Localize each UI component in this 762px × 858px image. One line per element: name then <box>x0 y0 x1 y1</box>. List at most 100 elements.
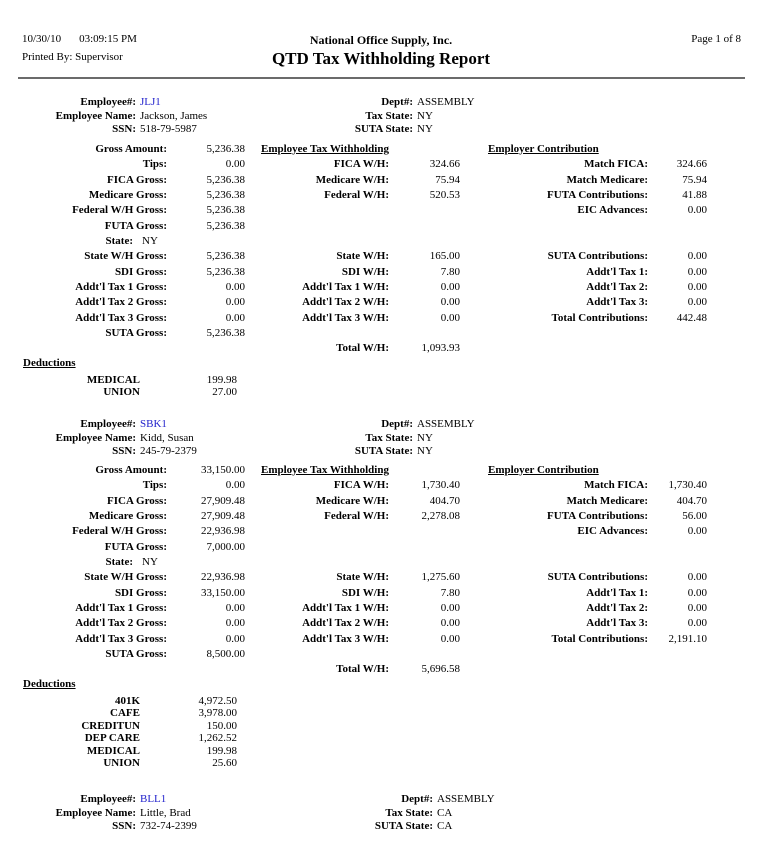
total-wh-row: Total W/H: 5,696.58 <box>261 662 460 677</box>
field-label: FICA W/H: <box>333 479 389 492</box>
field-label: Addt'l Tax 3 W/H: <box>302 632 389 645</box>
tax-state-value: NY <box>417 109 433 122</box>
field-row: Addt'l Tax 3 W/H: 0.00 <box>261 632 460 647</box>
total-contrib-row: Total Contributions: 2,191.10 <box>488 632 707 647</box>
deduction-name: UNION <box>103 386 140 399</box>
field-label: State W/H Gross: <box>84 250 167 263</box>
field-label: Federal W/H Gross: <box>72 525 167 538</box>
dept-label: Dept#: <box>381 96 413 108</box>
field-value: 0.00 <box>225 632 245 645</box>
employee-id-link[interactable]: JLJ1 <box>140 96 161 108</box>
field-row: Federal W/H: 520.53 <box>261 188 460 203</box>
field-row: FICA W/H: 1,730.40 <box>261 478 460 493</box>
total-contrib-row: Total Contributions: 442.48 <box>488 311 707 326</box>
field-label: SUTA Contributions: <box>547 250 648 263</box>
employee-id-link[interactable]: SBK1 <box>140 418 167 430</box>
field-value: 2,191.10 <box>668 632 708 645</box>
ssn-value: 245-79-2379 <box>140 445 197 458</box>
field-label: Gross Amount: <box>95 464 167 476</box>
field-row: Addt'l Tax 2 Gross: 0.00 <box>20 616 245 631</box>
field-row: Addt'l Tax 1 W/H: 0.00 <box>261 280 460 295</box>
suta-state-row: SUTA State: NY <box>250 445 433 459</box>
field-label: FICA Gross: <box>107 494 167 507</box>
deduction-name: MEDICAL <box>86 744 140 757</box>
field-value: 1,275.60 <box>421 571 461 584</box>
field-row: Addt'l Tax 2 W/H: 0.00 <box>261 616 460 631</box>
contribution-column: Employer Contribution Match FICA: 1,730.4… <box>488 463 707 647</box>
deduction-amount: 4,972.50 <box>198 695 238 707</box>
field-row: Addt'l Tax 1 W/H: 0.00 <box>261 601 460 616</box>
deduction-row: CAFE 3,978.00 <box>20 707 237 719</box>
field-label: Total Contributions: <box>551 632 648 645</box>
field-value: 56.00 <box>682 510 707 523</box>
ssn-label: SSN: <box>112 445 136 458</box>
field-row: SUTA Contributions: 0.00 <box>488 570 707 585</box>
ssn-row: SSN: 732-74-2399 <box>20 820 197 834</box>
field-label: SDI W/H: <box>341 265 389 278</box>
field-label: FUTA Contributions: <box>547 189 648 202</box>
field-row: Addt'l Tax 1: 0.00 <box>488 265 707 280</box>
field-row: Medicare W/H: 404.70 <box>261 494 460 509</box>
field-label: SDI Gross: <box>114 265 167 278</box>
field-row: Addt'l Tax 2 W/H: 0.00 <box>261 295 460 310</box>
spacer-row <box>261 234 460 249</box>
deduction-amount: 199.98 <box>206 374 237 386</box>
spacer-row <box>261 540 460 555</box>
employee-name-row: Employee Name: Little, Brad <box>20 807 191 821</box>
ssn-label: SSN: <box>112 820 136 833</box>
field-row: Medicare W/H: 75.94 <box>261 173 460 188</box>
field-label: SDI Gross: <box>114 586 167 599</box>
ssn-value: 732-74-2399 <box>140 820 197 833</box>
field-value: 0.00 <box>440 311 460 324</box>
field-label: Addt'l Tax 2 W/H: <box>302 296 389 309</box>
field-value: 165.00 <box>429 250 460 263</box>
field-row: SDI W/H: 7.80 <box>261 586 460 601</box>
field-value: 7.80 <box>440 265 460 278</box>
employee-id-link[interactable]: BLL1 <box>140 793 167 805</box>
tax-state-row: Tax State: NY <box>250 431 432 446</box>
field-value: 0.00 <box>687 296 707 309</box>
gross-column: Gross Amount: 33,150.00 Tips: 0.00 FICA Gr… <box>20 463 245 662</box>
field-label: Addt'l Tax 1 W/H: <box>302 281 389 294</box>
field-row: Match FICA: 1,730.40 <box>488 478 707 493</box>
withholding-section-header: Employee Tax Withholding <box>261 143 389 155</box>
field-label: State W/H: <box>336 571 389 584</box>
field-label: SUTA Gross: <box>105 648 167 661</box>
field-label: Addt'l Tax 1 W/H: <box>302 602 389 615</box>
employee-name-label: Employee Name: <box>55 109 136 122</box>
field-label: Tips: <box>142 158 167 171</box>
ssn-row: SSN: 518-79-5987 <box>20 123 197 137</box>
field-label: Total W/H: <box>336 663 389 676</box>
dept-label: Dept#: <box>401 793 433 805</box>
section-header-row: Employee Tax Withholding <box>261 463 460 478</box>
field-label: Federal W/H Gross: <box>72 204 167 217</box>
contribution-section-header: Employer Contribution <box>488 143 599 155</box>
deductions-list: MEDICAL 199.98 UNION 27.00 <box>20 374 237 399</box>
field-value: 0.00 <box>225 311 245 324</box>
field-row: SUTA Gross: 5,236.38 <box>20 326 245 341</box>
deduction-row: UNION 25.60 <box>20 757 237 769</box>
deduction-amount: 3,978.00 <box>198 707 238 720</box>
field-value: 5,696.58 <box>421 663 461 676</box>
tax-state-label: Tax State: <box>365 431 413 444</box>
tax-state-value: CA <box>437 806 453 819</box>
field-row: Medicare Gross: 27,909.48 <box>20 509 245 524</box>
printed-by-label: Printed By: <box>22 51 73 63</box>
field-value: 33,150.00 <box>201 464 245 476</box>
dept-value: ASSEMBLY <box>417 418 475 430</box>
field-row: Match Medicare: 404.70 <box>488 494 707 509</box>
field-value: 0.00 <box>440 602 460 615</box>
field-row: Addt'l Tax 3: 0.00 <box>488 295 707 310</box>
field-label: EIC Advances: <box>577 204 648 217</box>
field-row: Federal W/H Gross: 22,936.98 <box>20 524 245 539</box>
field-value: 75.94 <box>435 173 460 186</box>
employee-name-value: Jackson, James <box>140 109 208 122</box>
suta-state-label: SUTA State: <box>374 820 433 833</box>
field-value: 5,236.38 <box>206 189 246 202</box>
page-number: Page 1 of 8 <box>691 33 741 45</box>
deductions-header-text: Deductions <box>23 357 76 369</box>
field-label: Addt'l Tax 1: <box>586 586 648 599</box>
field-label: FICA W/H: <box>333 158 389 171</box>
field-value: 75.94 <box>682 173 707 186</box>
field-row: SDI W/H: 7.80 <box>261 265 460 280</box>
